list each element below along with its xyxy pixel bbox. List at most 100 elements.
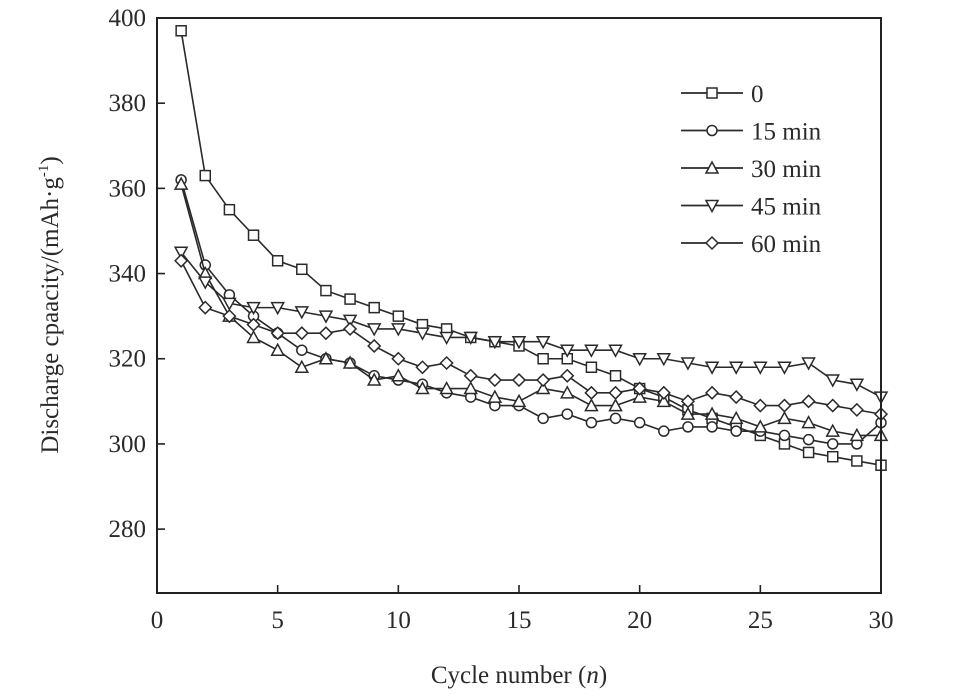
series-0-point [296,263,308,276]
series-45-min-point [825,374,840,388]
series-45-min-point [342,314,358,328]
series-45-min-point [415,327,430,341]
series-60-min [174,253,889,422]
series-15-min-point [633,416,646,429]
series-45-min-point [222,297,237,311]
legend-marker [706,124,718,137]
legend-marker [704,235,720,251]
series-0-point [537,352,549,365]
series-30-min-point [294,359,310,374]
series-60-min-point [825,398,840,413]
legend-marker [706,87,718,99]
series-60-min-point [246,317,261,332]
series-60-min-point [608,385,623,400]
series-30-min-point [342,355,358,369]
series-0-point [344,293,356,305]
series-60-min-point [849,402,864,417]
axis-ticks: 0 5 10 15 20 25 30 280 300 320 340 360 380 400 [109,5,894,634]
x-axis-label: Cycle number (n) [431,662,607,689]
series-30-min-point [849,427,865,442]
series-30-min-point [801,415,816,429]
series-15-min-point [706,421,718,433]
series-45-min-point [704,361,720,375]
series-60-min-point [294,326,309,341]
series-60-min-point [174,253,189,268]
series-60-min-point [584,385,599,400]
series-60-min-point [439,355,454,371]
legend: 0 15 min 30 min 45 min 60 min [681,81,822,258]
series-0-point [175,25,187,37]
series-15-min-point [730,425,742,437]
series-60-min-point [391,351,406,366]
series-45-min-point [270,301,285,316]
legend-label: 15 min [751,119,822,146]
series-45-min-point [728,361,744,375]
series-30-min-line [180,183,881,437]
series-60-min-point [632,381,647,396]
legend-marker [704,160,720,174]
series-0-point [271,255,284,267]
series-60-min-point [367,338,382,354]
series-15-min-point [537,412,549,425]
x-tick-label: 0 [151,607,164,634]
y-axis-label: Discharge cpaacity/(mAh·g-1) [36,156,64,453]
series-0-point [247,229,260,241]
series-15-min-point [658,425,670,437]
series-45-min-point [656,352,672,367]
x-tick-label: 15 [507,607,532,634]
legend-item-60-min: 60 min [681,231,822,258]
y-tick-label: 380 [109,90,147,117]
series-15-min-point [296,344,308,356]
series-15-min-point [585,416,598,429]
x-tick-label: 25 [748,607,773,634]
x-tick-label: 30 [869,607,894,634]
series-0-point [223,203,236,216]
series-45-min-line [180,251,882,398]
series-0-point [320,284,332,297]
series-30-min-point [753,419,768,433]
series-60-min-point [656,385,671,400]
series-60-min-point [729,390,744,405]
legend-label: 30 min [751,156,822,183]
series-15-min-point [561,408,574,420]
series-0-point [851,455,863,467]
series-30-min-point [173,176,189,190]
legend-item-30-min: 30 min [681,156,822,183]
series-45-min-point [318,310,334,324]
legend-marker [704,199,720,214]
y-tick-label: 360 [109,175,147,202]
series-0-point [392,310,405,322]
series-0-point [585,361,598,374]
series-30-min-point [632,389,647,403]
series-60-min-point [705,385,720,400]
series-30-min-point [535,380,551,395]
series-45-min-point [511,335,527,350]
series-45-min-point [849,378,865,392]
series-60-min-point [198,300,213,315]
series-45-min-point [366,323,382,337]
series-45-min-point [198,276,213,290]
series-45-min-point [246,301,261,316]
series-45-min-point [584,344,599,358]
series-60-min-point [777,398,792,413]
series-0-point [826,450,839,463]
x-tick-label: 10 [386,607,411,634]
x-tick-label: 5 [271,607,284,634]
series-30-min-point [825,423,840,437]
series-15-min-point [802,433,815,446]
series-60-min-line [180,260,882,415]
series-45-min-point [608,344,623,358]
plot-frame [156,17,882,594]
y-tick-label: 340 [109,261,147,288]
series-layer [173,25,889,471]
y-tick-label: 400 [109,5,147,32]
series-30-min-point [777,410,792,425]
series-60-min-point [487,372,502,388]
series-60-min-point [318,326,333,341]
series-60-min-point [560,368,575,383]
series-45-min-point [632,352,647,367]
series-45-min-point [777,361,792,375]
series-45-min-point [560,344,575,358]
series-30-min-point [415,380,430,395]
